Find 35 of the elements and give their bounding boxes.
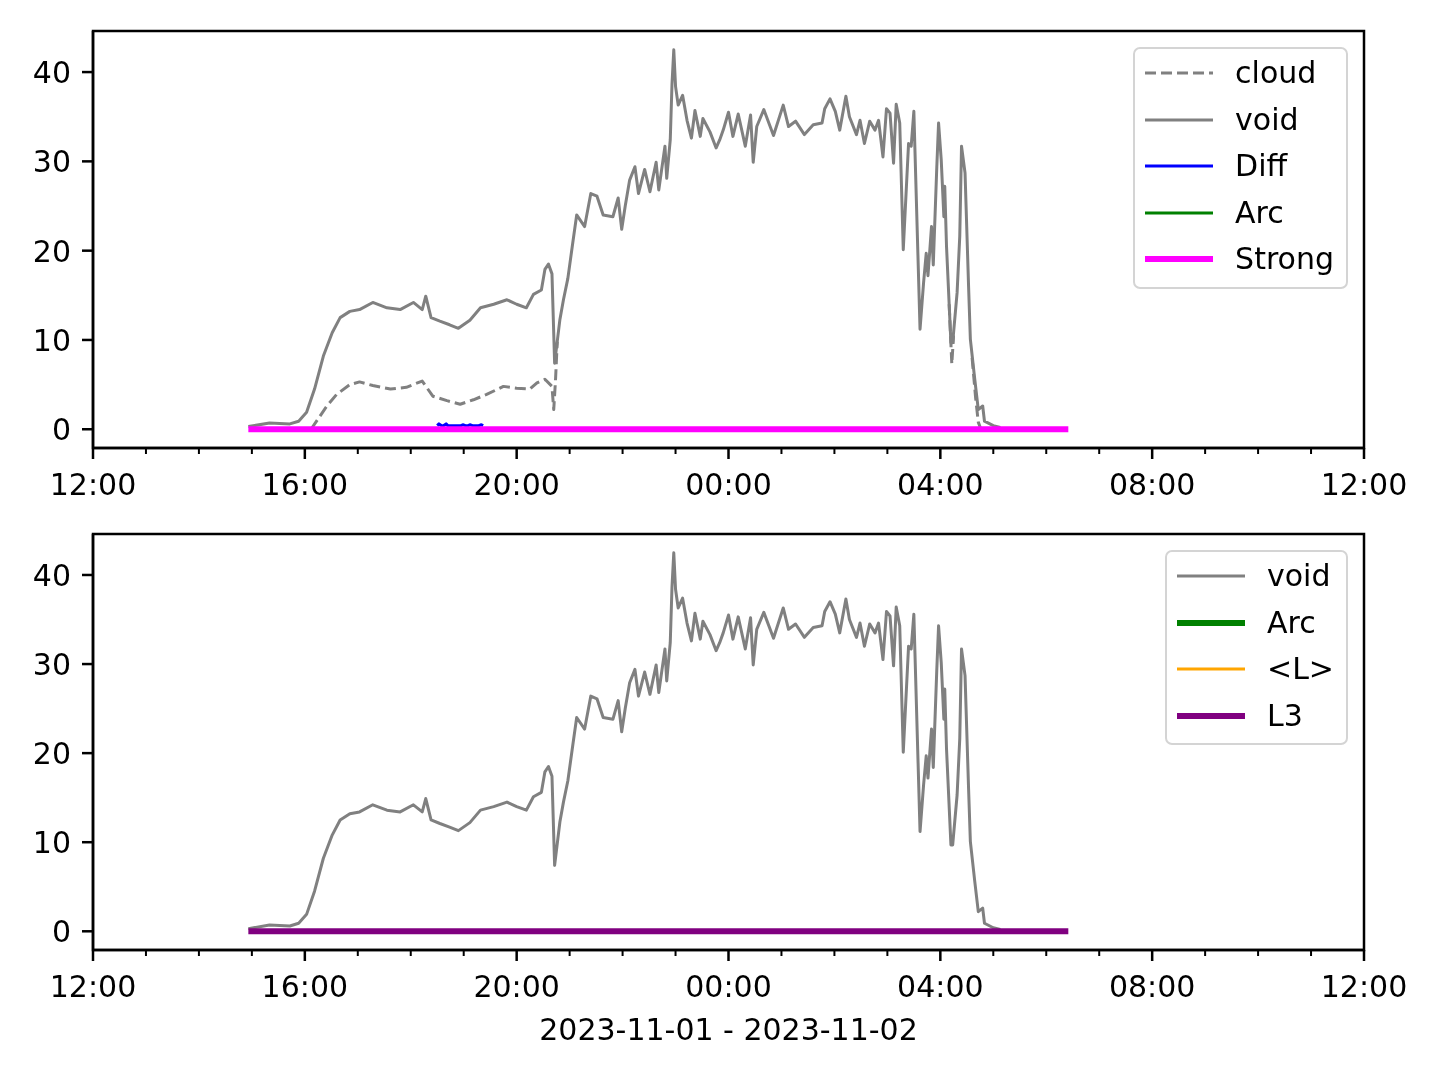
y-tick-label: 10 xyxy=(32,322,71,358)
x-tick-label: 12:00 xyxy=(1320,467,1408,502)
legend-label: <L> xyxy=(1267,651,1334,687)
x-tick-label: 12:00 xyxy=(1320,969,1408,1004)
y-tick-label: 10 xyxy=(32,825,71,861)
legend-label: cloud xyxy=(1235,55,1317,91)
legend-label: Strong xyxy=(1235,241,1334,277)
x-tick-label: 16:00 xyxy=(261,467,349,502)
y-tick-label: 0 xyxy=(51,412,71,448)
x-tick-label: 08:00 xyxy=(1108,969,1196,1004)
y-tick-label: 40 xyxy=(32,557,71,593)
line-series xyxy=(246,48,1002,429)
y-tick-label: 20 xyxy=(32,736,71,772)
y-tick-label: 30 xyxy=(32,647,71,683)
legend-label: Diff xyxy=(1235,148,1288,184)
x-axis-title: 2023-11-01 - 2023-11-02 xyxy=(539,1012,918,1047)
legend-label: void xyxy=(1267,558,1331,594)
y-tick-label: 30 xyxy=(32,144,71,180)
x-tick-label: 16:00 xyxy=(261,969,349,1004)
x-tick-label: 12:00 xyxy=(49,467,137,502)
y-tick-label: 20 xyxy=(32,233,71,269)
legend-label: Arc xyxy=(1235,194,1284,230)
y-tick-label: 40 xyxy=(32,55,71,91)
x-tick-label: 00:00 xyxy=(685,467,772,502)
x-tick-label: 20:00 xyxy=(473,467,560,502)
x-tick-label: 00:00 xyxy=(685,969,772,1004)
legend-label: Arc xyxy=(1267,604,1316,640)
x-tick-label: 20:00 xyxy=(473,969,560,1004)
x-tick-label: 04:00 xyxy=(897,969,984,1004)
legend-label: void xyxy=(1235,101,1299,137)
x-tick-label: 08:00 xyxy=(1108,467,1196,502)
legend-label: L3 xyxy=(1267,697,1303,733)
x-tick-label: 12:00 xyxy=(49,969,137,1004)
y-tick-label: 0 xyxy=(51,914,71,950)
x-tick-label: 04:00 xyxy=(897,467,984,502)
